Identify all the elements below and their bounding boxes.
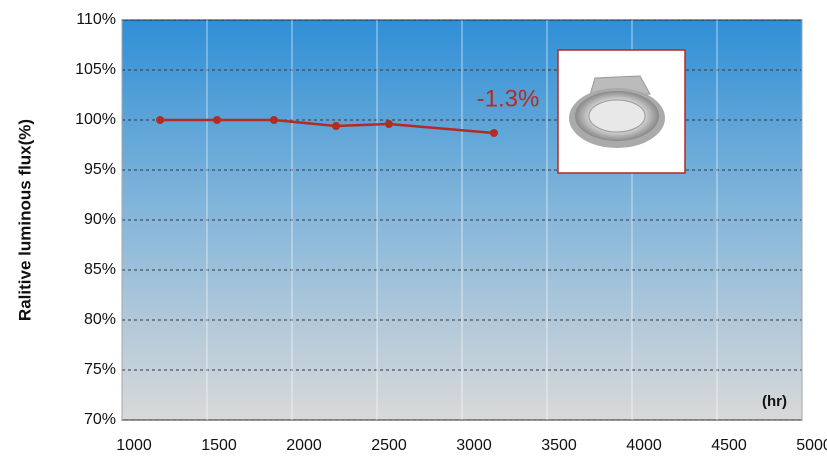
x-tick-label: 2000 xyxy=(286,437,322,454)
data-point xyxy=(213,116,222,124)
y-tick-label: 85% xyxy=(84,261,116,278)
x-tick-label: 3000 xyxy=(456,437,492,454)
x-unit-label: (hr) xyxy=(762,393,787,410)
x-tick-label: 3500 xyxy=(541,437,577,454)
data-point xyxy=(489,129,498,137)
y-tick-label: 100% xyxy=(75,111,116,128)
annotation: -1.3% xyxy=(477,85,540,112)
y-axis-label: Ralitive luminous flux(%) xyxy=(15,119,34,321)
y-tick-label: 75% xyxy=(84,361,116,378)
x-tick-label: 4500 xyxy=(711,437,747,454)
data-point xyxy=(384,120,393,128)
y-tick-label: 110% xyxy=(76,11,116,28)
y-tick-label: 90% xyxy=(84,211,116,228)
x-tick-label: 5000 xyxy=(796,437,827,454)
x-tick-label: 4000 xyxy=(626,437,662,454)
x-tick-label: 1000 xyxy=(116,437,152,454)
y-tick-label: 95% xyxy=(84,161,116,178)
x-tick-label: 1500 xyxy=(201,437,237,454)
y-tick-label: 70% xyxy=(84,411,116,428)
y-tick-label: 80% xyxy=(84,311,116,328)
data-point xyxy=(269,116,278,124)
y-tick-label: 105% xyxy=(75,61,116,78)
data-point xyxy=(332,122,341,130)
x-tick-label: 2500 xyxy=(371,437,407,454)
data-point xyxy=(156,116,165,124)
data-line xyxy=(160,118,495,135)
product-image xyxy=(557,49,686,174)
